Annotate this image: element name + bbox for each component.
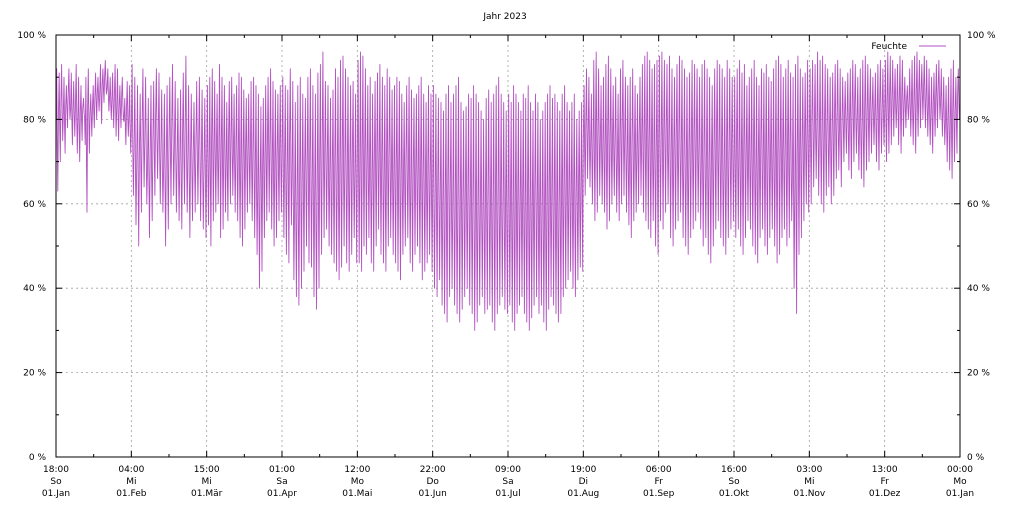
x-tick-label-day: Sa (276, 477, 287, 487)
x-tick-label-date: 01.Dez (869, 489, 901, 499)
x-tick-label-date: 01.Nov (793, 489, 826, 499)
series-layer (55, 51, 960, 331)
x-tick-label-time: 03:00 (796, 465, 822, 475)
y-tick-label-left: 60 % (23, 200, 46, 210)
y-tick-label-left: 100 % (17, 31, 46, 41)
chart-title: Jahr 2023 (482, 12, 526, 22)
x-tick-label-day: So (50, 477, 62, 487)
x-tick-label-date: 01.Mär (191, 489, 223, 499)
y-tick-label-right: 20 % (967, 369, 990, 379)
x-tick-label-time: 16:00 (721, 465, 747, 475)
x-tick-label-time: 22:00 (420, 465, 446, 475)
x-tick-label-day: Mo (351, 477, 365, 487)
x-tick-label-date: 01.Jul (495, 489, 520, 499)
x-tick-label-day: So (728, 477, 740, 487)
x-tick-label-date: 01.Jun (418, 489, 446, 499)
y-tick-label-right: 100 % (967, 31, 996, 41)
x-tick-label-time: 12:00 (344, 465, 370, 475)
x-tick-label-date: 01.Feb (116, 489, 147, 499)
y-tick-label-right: 0 % (967, 453, 985, 463)
x-tick-label-date: 01.Aug (567, 489, 599, 499)
x-tick-label-day: Fr (881, 477, 890, 487)
x-tick-label-time: 09:00 (495, 465, 521, 475)
x-tick-label-day: Di (579, 477, 588, 487)
x-tick-label-day: Mi (126, 477, 136, 487)
legend: Feuchte (871, 42, 946, 52)
x-tick-label-time: 06:00 (646, 465, 672, 475)
x-tick-label-time: 04:00 (118, 465, 144, 475)
y-tick-label-right: 80 % (967, 115, 990, 125)
y-tick-label-left: 0 % (29, 453, 47, 463)
x-tick-label-day: Sa (502, 477, 513, 487)
x-tick-label-date: 01.Okt (719, 489, 750, 499)
x-axis-ticks: 18:00 So 01.Jan 04:00 Mi 01.Feb 15:00 Mi 01.Mär 0… (42, 35, 974, 499)
x-tick-label-date: 01.Sep (643, 489, 675, 499)
x-tick-label-date: 01.Apr (267, 489, 297, 499)
x-tick-label-day: Mi (804, 477, 814, 487)
x-tick-label-date: 01.Mai (342, 489, 372, 499)
y-tick-label-left: 80 % (23, 115, 46, 125)
x-tick-label-time: 19:00 (570, 465, 596, 475)
x-tick-label-day: Mi (202, 477, 212, 487)
x-tick-label-day: Mo (953, 477, 967, 487)
y-tick-label-left: 40 % (23, 284, 46, 294)
x-tick-label-date: 01.Jan (946, 489, 974, 499)
y-tick-label-left: 20 % (23, 369, 46, 379)
legend-label-feuchte: Feuchte (871, 42, 907, 52)
x-tick-label-date: 01.Jan (42, 489, 70, 499)
x-tick-label-time: 00:00 (947, 465, 973, 475)
y-tick-label-right: 40 % (967, 284, 990, 294)
y-axis-ticks: 0 % 0 % 20 % 20 % 40 % 40 % 60 % 60 % 80 % 80 % 10… (17, 31, 996, 463)
x-tick-label-time: 15:00 (194, 465, 220, 475)
x-tick-label-day: Do (426, 477, 439, 487)
x-tick-label-time: 18:00 (43, 465, 69, 475)
x-tick-label-time: 13:00 (872, 465, 898, 475)
y-tick-label-right: 60 % (967, 200, 990, 210)
series-line-feuchte (55, 51, 960, 331)
x-tick-label-day: Fr (655, 477, 664, 487)
x-tick-label-time: 01:00 (269, 465, 295, 475)
